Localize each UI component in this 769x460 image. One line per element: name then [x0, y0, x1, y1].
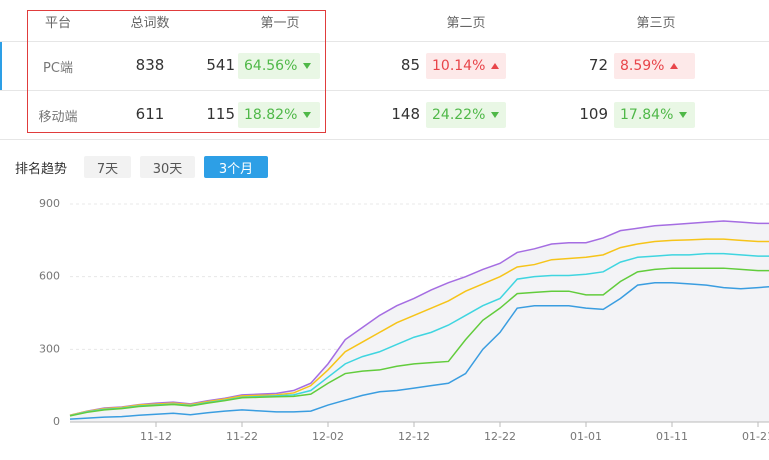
range-tab[interactable]: 30天	[140, 156, 195, 178]
total-count: 611	[135, 105, 165, 123]
x-tick-label: 11-22	[226, 430, 258, 443]
percent-badge: 64.56%	[238, 53, 320, 79]
page-count: 72	[588, 56, 608, 74]
x-tick-label: 11-12	[140, 430, 172, 443]
percent-badge: 18.82%	[238, 102, 320, 128]
row-divider	[0, 139, 769, 140]
row-divider	[0, 90, 769, 91]
page-count: 115	[206, 105, 235, 123]
column-header: 第三页	[636, 16, 676, 31]
percent-text: 24.22%	[432, 107, 486, 123]
total-count: 838	[135, 56, 165, 74]
platform-label: 移动端	[38, 110, 78, 125]
trend-arrow	[303, 112, 312, 118]
line	[69, 220, 769, 416]
highlight-box	[27, 10, 326, 133]
percent-badge: 8.59%	[614, 53, 695, 79]
x-tick-label: 01-11	[656, 430, 688, 443]
percent-text: 10.14%	[432, 58, 486, 74]
y-tick-label: 600	[39, 270, 60, 283]
page-count: 85	[400, 56, 420, 74]
trend-arrow	[491, 63, 500, 69]
column-header: 平台	[44, 16, 72, 31]
row-indicator	[0, 42, 2, 90]
line	[69, 238, 769, 416]
range-tab[interactable]: 7天	[84, 156, 131, 178]
percent-text: 18.82%	[244, 107, 298, 123]
section-title: 排名趋势	[15, 162, 68, 177]
area	[70, 220, 769, 422]
trend-arrow	[491, 112, 500, 118]
line	[69, 267, 769, 417]
trend-arrow	[303, 63, 312, 69]
trend-arrow	[670, 63, 679, 69]
chart: 0 300 600 900 11-12 11-22 12-02 12-12 12-22 01-01…	[39, 197, 769, 443]
x-tick-label: 01-01	[570, 430, 602, 443]
column-header: 第二页	[446, 16, 486, 31]
column-header: 总词数	[130, 16, 170, 31]
row-divider	[0, 41, 769, 42]
x-tick-label: 12-02	[312, 430, 344, 443]
x-tick-label: 12-12	[398, 430, 430, 443]
range-tab[interactable]: 3个月	[204, 156, 268, 178]
y-tick-label: 300	[39, 342, 60, 355]
x-tick-label: 01-21	[742, 430, 769, 443]
x-tick-label: 12-22	[484, 430, 516, 443]
percent-text: 17.84%	[620, 107, 674, 123]
percent-text: 64.56%	[244, 58, 298, 74]
trend-arrow	[679, 112, 688, 118]
line	[69, 281, 769, 420]
platform-label: PC端	[43, 61, 73, 76]
y-tick-label: 0	[53, 415, 60, 428]
percent-badge: 10.14%	[426, 53, 506, 79]
column-header: 第一页	[260, 16, 300, 31]
percent-badge: 17.84%	[614, 102, 695, 128]
page-count: 109	[579, 105, 608, 123]
percent-text: 8.59%	[620, 58, 665, 74]
page-count: 148	[391, 105, 420, 123]
y-tick-label: 900	[39, 197, 60, 210]
page-count: 541	[206, 56, 235, 74]
percent-badge: 24.22%	[426, 102, 506, 128]
